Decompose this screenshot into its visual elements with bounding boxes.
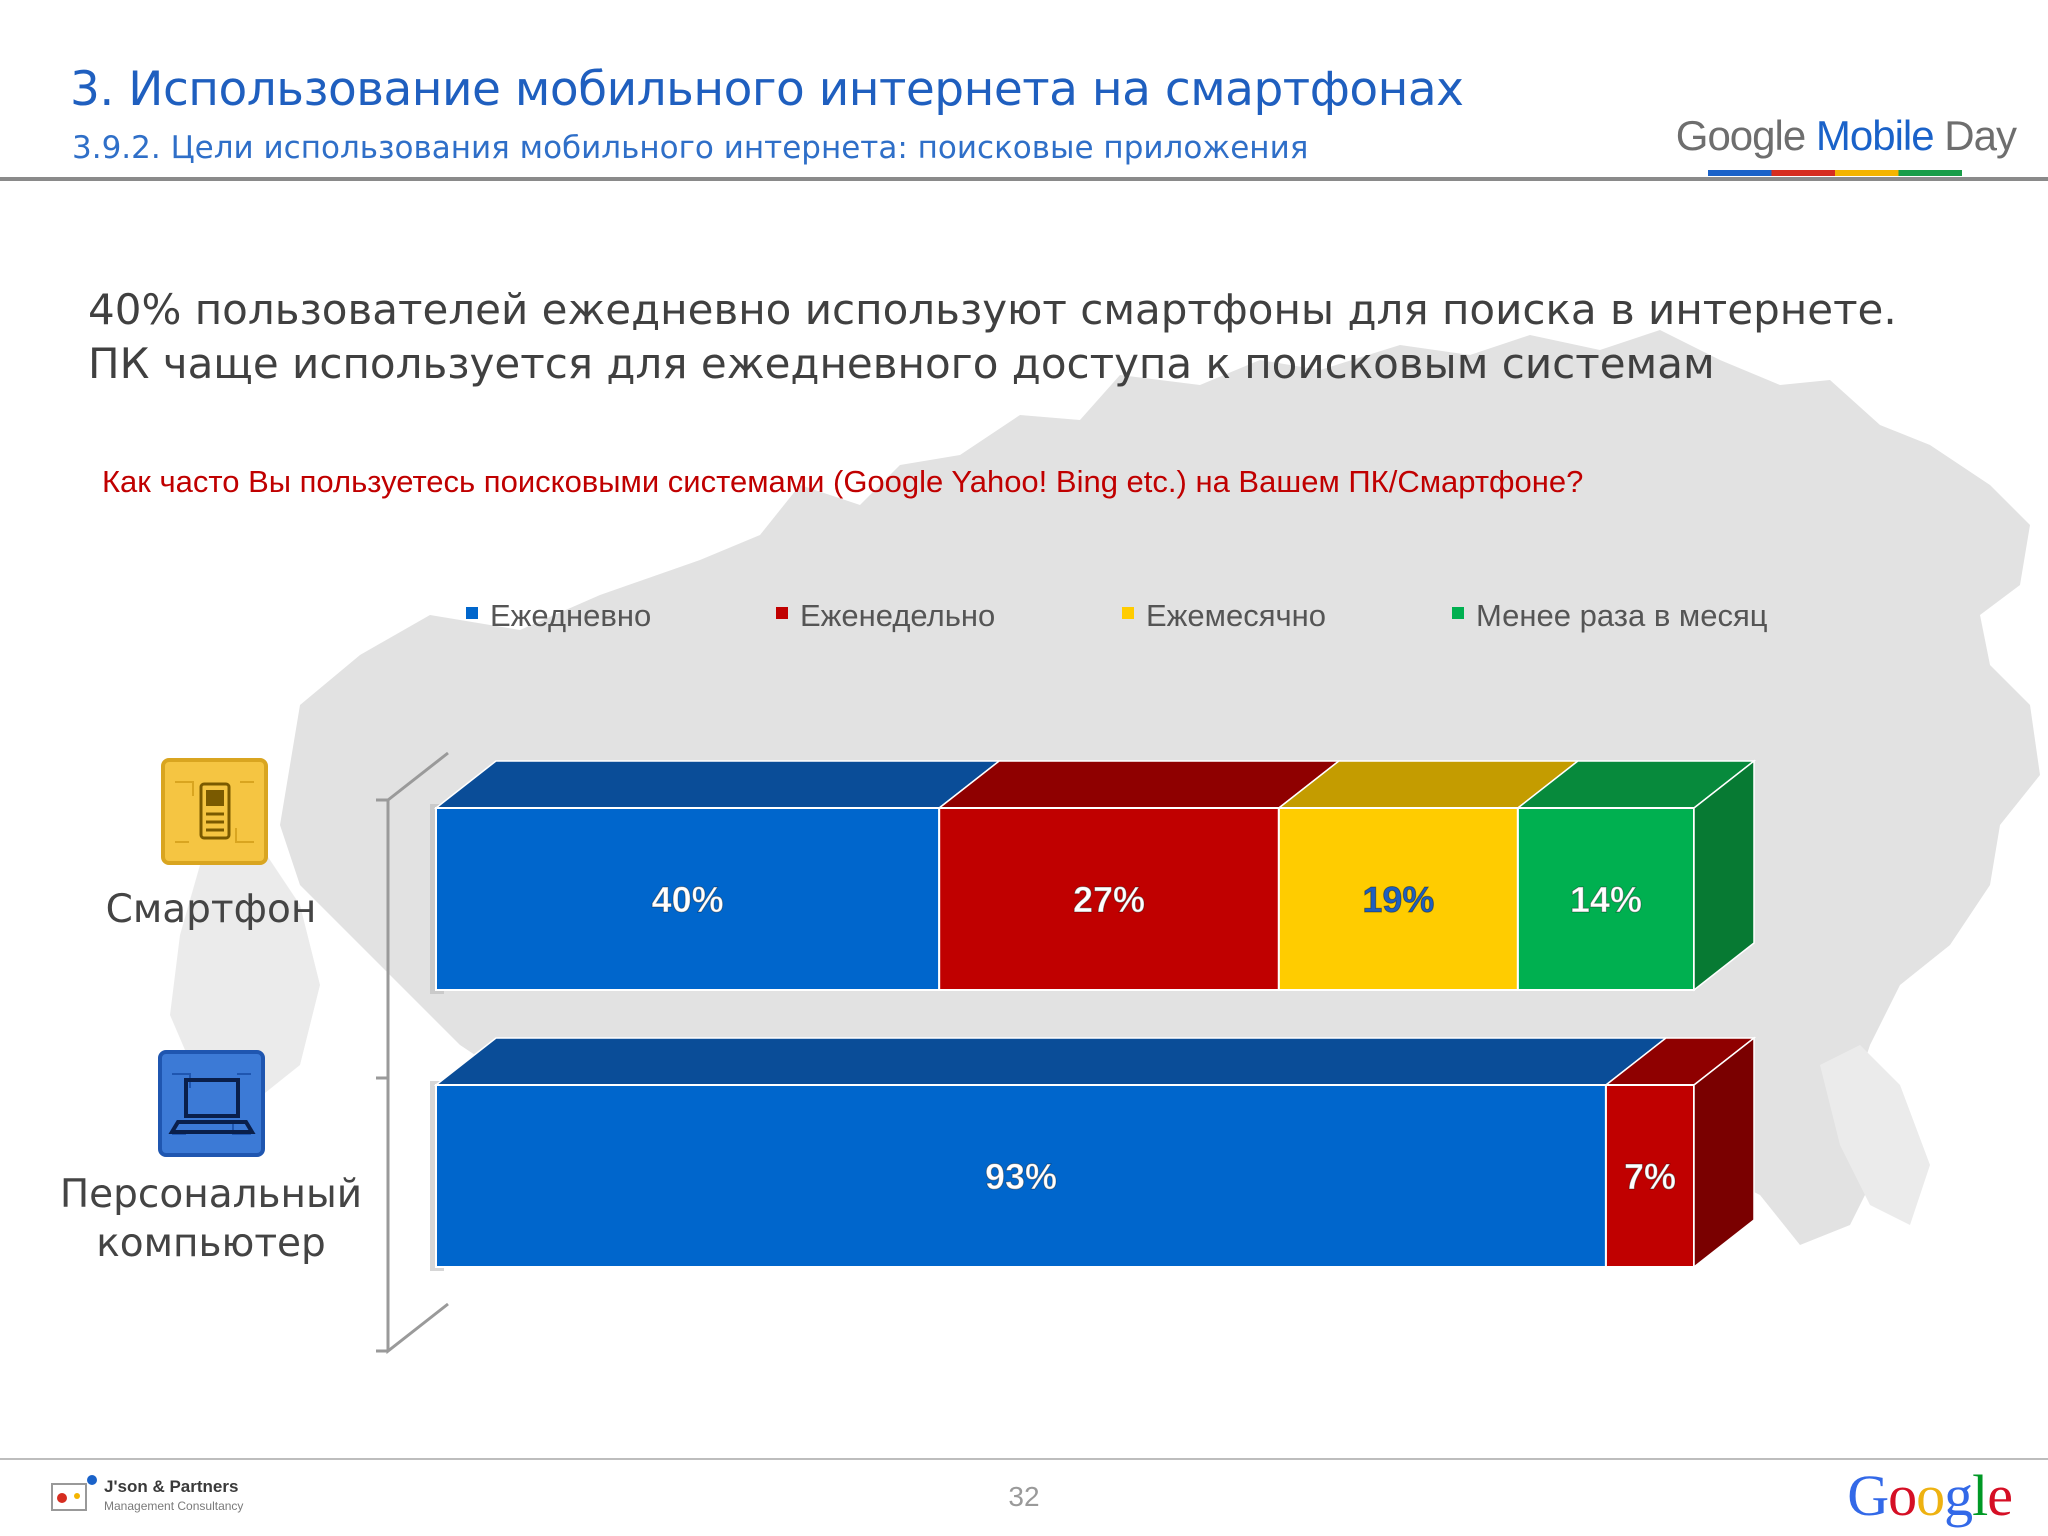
laptop-screen: [184, 1078, 240, 1118]
headline-line-1: 40% пользователей ежедневно используют с…: [88, 285, 1897, 334]
data-label: 7%: [1624, 1156, 1676, 1197]
logo-word-day: Day: [1944, 112, 2017, 159]
slide-title: 3. Использование мобильного интернета на…: [70, 62, 1464, 117]
bar-segment-top: [433, 1037, 1669, 1086]
bar-segment: [435, 807, 941, 991]
legend-label: Еженедельно: [800, 598, 995, 633]
phone-screen: [206, 790, 224, 806]
bar-segment: [938, 807, 1280, 991]
google-letter: e: [1987, 1463, 2013, 1528]
logo-word-google: Google: [1675, 112, 1806, 159]
data-label: 40%: [652, 879, 724, 920]
legend-swatch: [1452, 607, 1464, 619]
laptop-base: [168, 1120, 256, 1134]
smartphone-icon: [161, 758, 268, 865]
laptop-icon: [158, 1050, 265, 1157]
legend-swatch: [1122, 607, 1134, 619]
company-name: J'son & Partners: [104, 1477, 239, 1496]
legend-label: Ежедневно: [490, 598, 651, 633]
logo-color-stripe: [1708, 170, 1962, 176]
company-subtitle: Management Consultancy: [104, 1499, 244, 1513]
google-logo: Google: [1847, 1462, 2013, 1529]
category-label: Смартфон: [106, 887, 317, 932]
google-letter: G: [1847, 1463, 1889, 1528]
bar-segment: [435, 1084, 1607, 1268]
bar-segment-top: [433, 760, 1002, 809]
data-label: 27%: [1073, 879, 1145, 920]
slide-subtitle: 3.9.2. Цели использования мобильного инт…: [72, 130, 1309, 166]
stacked-bar-chart: Ежедневно Еженедельно Ежемесячно Менее раза…: [60, 598, 1768, 1355]
json-partners-logo-icon: [51, 1475, 97, 1511]
phone-glyph: [199, 782, 231, 840]
data-label: 19%: [1362, 879, 1434, 920]
legend-label: Менее раза в месяц: [1476, 598, 1768, 633]
page-number: 32: [1008, 1481, 1040, 1512]
logo-word-mobile: Mobile: [1815, 112, 1935, 159]
google-letter: l: [1972, 1463, 1988, 1528]
data-label: 93%: [985, 1156, 1057, 1197]
category-label: компьютер: [96, 1221, 326, 1266]
headline: 40% пользователей ежедневно используют с…: [88, 283, 1968, 391]
legend-swatch: [466, 607, 478, 619]
category-axis-line: [387, 751, 449, 802]
google-letter: o: [1916, 1463, 1945, 1528]
legend-swatch: [776, 607, 788, 619]
legend-label: Ежемесячно: [1146, 598, 1326, 633]
bar-segment-top: [937, 760, 1342, 809]
google-letter: o: [1888, 1463, 1917, 1528]
bar-segment: [1516, 807, 1695, 991]
google-mobile-day-logo: Google Mobile Day: [1675, 112, 2017, 160]
headline-line-2: ПК чаще используется для ежедневного дос…: [88, 339, 1715, 388]
header-divider: [0, 177, 2048, 181]
circuit-lines: [175, 781, 254, 843]
bar-segment-side: [1693, 759, 1755, 992]
category-label: Персональный: [60, 1172, 362, 1217]
survey-question: Как часто Вы пользуетесь поисковыми сист…: [102, 464, 1584, 499]
footer-divider: [0, 1458, 2048, 1460]
google-letter: g: [1944, 1463, 1973, 1528]
bar-segment-side: [1693, 1036, 1755, 1269]
data-label: 14%: [1570, 879, 1642, 920]
